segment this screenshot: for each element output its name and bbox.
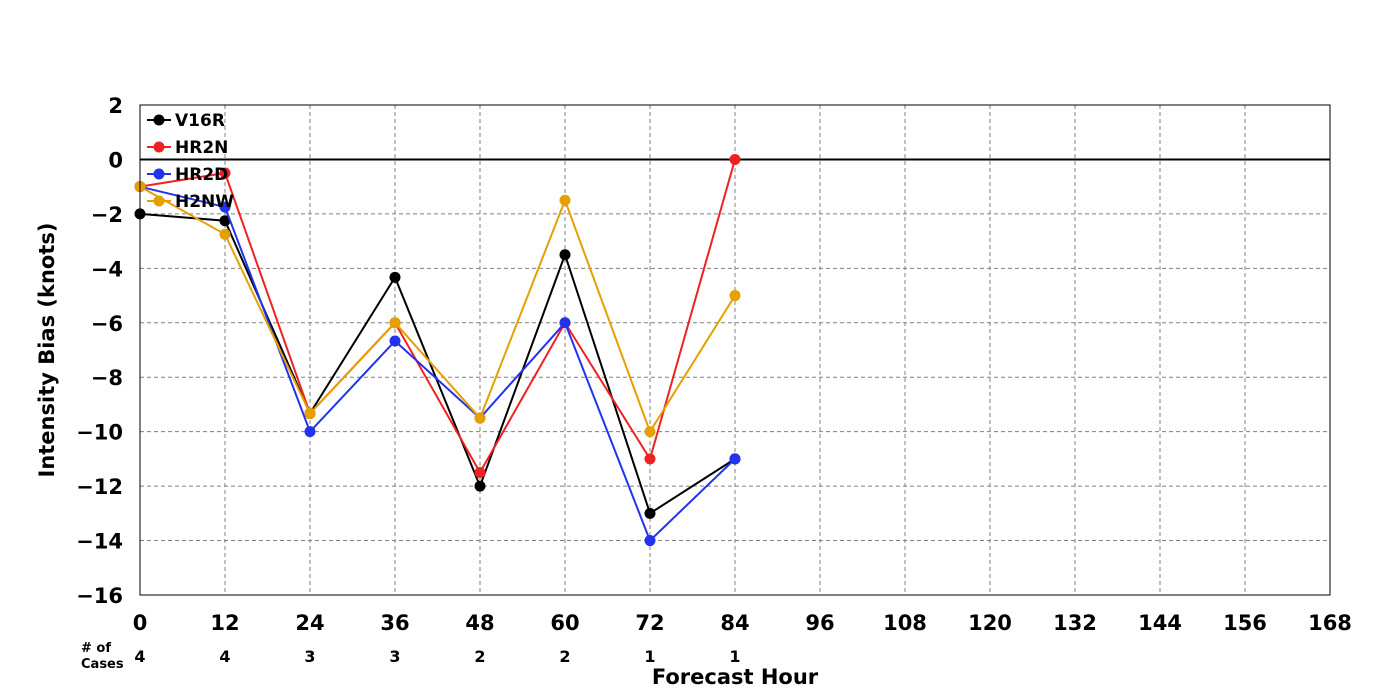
point-h2nw-72: [644, 426, 656, 438]
x-axis-label: Forecast Hour: [652, 665, 819, 689]
legend-marker-h2nw: [153, 195, 165, 207]
series-line-h2nw: [139, 185, 736, 434]
legend-label-hr2d: HR2D: [175, 165, 228, 185]
series-line-hr2n: [139, 159, 736, 475]
x-tick-label-0: 0: [133, 611, 148, 635]
y-tick-label--4: −4: [91, 257, 123, 281]
x-tick-labels: 0 12 24 36 48 60 72 84 96 108 120 132 144 156 168: [133, 611, 1352, 635]
point-h2nw-60: [559, 194, 571, 206]
x-tick-label-36: 36: [380, 611, 409, 635]
cases-count-0: 4: [134, 647, 145, 666]
x-tick-label-72: 72: [635, 611, 664, 635]
point-h2nw-24: [304, 407, 316, 419]
y-tick-label--10: −10: [76, 421, 123, 445]
point-v16r-72: [644, 507, 656, 519]
point-v16r-12: [219, 215, 231, 227]
grid-lines: [140, 105, 1330, 595]
legend-marker-hr2d: [153, 168, 165, 180]
legend-marker-hr2n: [153, 141, 165, 153]
cases-count-60: 2: [559, 647, 570, 666]
cases-count-12: 4: [219, 647, 230, 666]
point-hr2d-84: [729, 453, 741, 465]
x-tick-label-156: 156: [1223, 611, 1267, 635]
point-hr2d-12: [219, 201, 231, 213]
point-h2nw-48: [474, 412, 486, 424]
point-hr2d-60: [559, 317, 571, 329]
point-v16r-36: [389, 271, 401, 283]
series-h2nw: [134, 181, 741, 438]
x-tick-label-60: 60: [550, 611, 579, 635]
point-hr2n-84: [729, 153, 741, 165]
x-tick-label-108: 108: [883, 611, 927, 635]
series-line-hr2d: [139, 185, 736, 543]
x-tick-label-168: 168: [1308, 611, 1352, 635]
cases-count-84: 1: [729, 647, 740, 666]
point-hr2n-72: [644, 453, 656, 465]
x-tick-label-24: 24: [295, 611, 324, 635]
cases-count-24: 3: [304, 647, 315, 666]
x-tick-label-132: 132: [1053, 611, 1097, 635]
x-tick-label-48: 48: [465, 611, 494, 635]
point-hr2n-48: [474, 467, 486, 478]
legend-item-hr2d: HR2D: [147, 165, 228, 185]
point-h2nw-36: [389, 317, 401, 329]
point-h2nw-12: [219, 228, 231, 240]
point-hr2d-24: [304, 426, 316, 438]
legend-item-h2nw: H2NW: [147, 192, 234, 212]
legend-label-h2nw: H2NW: [175, 192, 234, 212]
point-v16r-60: [559, 249, 571, 261]
legend-marker-v16r: [153, 114, 165, 126]
point-v16r-48: [474, 480, 486, 492]
legend: V16R HR2N HR2D H2NW: [147, 111, 234, 212]
y-tick-label--2: −2: [91, 203, 123, 227]
y-tick-label--8: −8: [91, 366, 123, 390]
y-tick-label-2: 2: [108, 94, 123, 118]
series-line-v16r: [139, 212, 736, 515]
y-tick-label--12: −12: [76, 475, 123, 499]
cases-row: # of Cases 4 4 3 3 2 2 1 1: [81, 641, 741, 672]
x-tick-label-120: 120: [968, 611, 1012, 635]
y-axis-label: Intensity Bias (knots): [35, 223, 59, 478]
y-tick-label--16: −16: [76, 584, 123, 608]
x-tick-label-144: 144: [1138, 611, 1182, 635]
cases-count-72: 1: [644, 647, 655, 666]
y-tick-label--14: −14: [76, 530, 123, 554]
y-tick-labels: 2 0 −2 −4 −6 −8 −10 −12 −14 −16: [76, 94, 123, 608]
legend-label-v16r: V16R: [175, 111, 225, 131]
series-layer: [134, 153, 741, 547]
cases-count-36: 3: [389, 647, 400, 666]
legend-item-hr2n: HR2N: [147, 138, 228, 158]
point-h2nw-84: [729, 290, 741, 302]
cases-label-line1: # of: [81, 641, 111, 656]
x-tick-label-84: 84: [720, 611, 749, 635]
x-tick-label-96: 96: [805, 611, 834, 635]
point-hr2d-36: [389, 335, 401, 347]
cases-count-48: 2: [474, 647, 485, 666]
point-hr2n-12: [219, 167, 231, 179]
y-tick-label--6: −6: [91, 312, 123, 336]
cases-label-line2: Cases: [81, 657, 124, 672]
y-tick-label-0: 0: [108, 148, 123, 172]
plot-frame: [139, 104, 1331, 596]
legend-label-hr2n: HR2N: [175, 138, 228, 158]
x-tick-label-12: 12: [210, 611, 239, 635]
point-hr2d-72: [644, 535, 656, 547]
legend-item-v16r: V16R: [147, 111, 225, 131]
